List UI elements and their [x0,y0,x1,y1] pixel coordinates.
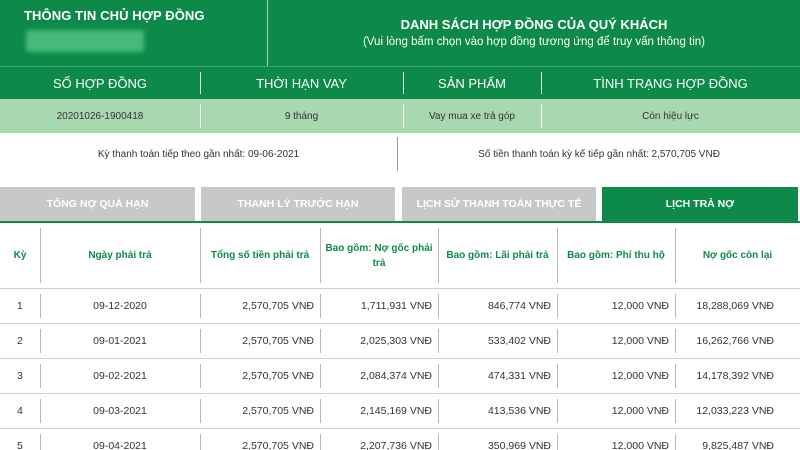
owner-info-panel: THÔNG TIN CHỦ HỢP ĐỒNG [0,0,268,66]
interest: 533,402 VNĐ [438,324,557,358]
header-total-due: Tổng số tiền phải trả [200,223,320,288]
next-due-date: Kỳ thanh toán tiếp theo gần nhất: 09-06-… [97,148,300,160]
remaining-principal: 14,178,392 VNĐ [675,359,800,393]
interest: 413,536 VNĐ [438,394,557,428]
header-due-date: Ngày phải trả [40,223,200,288]
principal: 2,207,736 VNĐ [320,429,438,450]
tab-bar: TỔNG NỢ QUÁ HẠN THANH LÝ TRƯỚC HẠN LỊCH … [0,187,800,222]
remaining-principal: 9,825,487 VNĐ [675,429,800,450]
header-principal: Bao gồm: Nợ gốc phải trả [320,223,438,288]
schedule-header-row: Kỳ Ngày phải trả Tổng số tiền phải trả B… [0,223,800,289]
contract-list-title: DANH SÁCH HỢP ĐỒNG CỦA QUÝ KHÁCH [400,17,668,32]
period: 3 [17,370,23,382]
collection-fee: 12,000 VNĐ [557,429,675,450]
interest: 350,969 VNĐ [438,429,557,450]
principal: 2,025,303 VNĐ [320,324,438,358]
interest: 474,331 VNĐ [438,359,557,393]
principal: 2,145,169 VNĐ [320,394,438,428]
col-product: SẢN PHẨM [403,67,541,99]
header-band: THÔNG TIN CHỦ HỢP ĐỒNG DANH SÁCH HỢP ĐỒN… [0,0,800,66]
table-row: 1 09-12-2020 2,570,705 VNĐ 1,711,931 VNĐ… [0,289,800,324]
contract-table-header: SỐ HỢP ĐỒNG THỜI HẠN VAY SẢN PHẨM TÌNH T… [0,66,800,99]
remaining-principal: 18,288,069 VNĐ [675,289,800,323]
payment-info: Kỳ thanh toán tiếp theo gần nhất: 09-06-… [0,137,800,171]
tab-repayment-schedule[interactable]: LỊCH TRẢ NỢ [602,187,798,221]
owner-name-redacted [26,30,144,52]
tab-underline [0,221,800,223]
product: Vay mua xe trả góp [403,99,541,133]
principal: 2,084,374 VNĐ [320,359,438,393]
table-row: 4 09-03-2021 2,570,705 VNĐ 2,145,169 VNĐ… [0,394,800,429]
header-collection-fee: Bao gồm: Phí thu hộ [557,223,675,288]
remaining-principal: 12,033,223 VNĐ [675,394,800,428]
contract-status: Còn hiệu lực [541,99,800,133]
contract-number[interactable]: 20201026-1900418 [56,110,144,122]
total-due: 2,570,705 VNĐ [200,429,320,450]
loan-term: 9 tháng [200,99,403,133]
total-due: 2,570,705 VNĐ [200,324,320,358]
col-loan-term: THỜI HẠN VAY [200,67,403,99]
table-row: 5 09-04-2021 2,570,705 VNĐ 2,207,736 VNĐ… [0,429,800,450]
interest: 846,774 VNĐ [438,289,557,323]
header-interest: Bao gồm: Lãi phải trả [438,223,557,288]
repayment-schedule-table: Kỳ Ngày phải trả Tổng số tiền phải trả B… [0,223,800,450]
total-due: 2,570,705 VNĐ [200,394,320,428]
collection-fee: 12,000 VNĐ [557,324,675,358]
due-date: 09-04-2021 [40,429,200,450]
period: 4 [17,405,23,417]
period: 2 [17,335,23,347]
header-remaining-principal: Nợ gốc còn lại [675,223,800,288]
principal: 1,711,931 VNĐ [320,289,438,323]
collection-fee: 12,000 VNĐ [557,359,675,393]
remaining-principal: 16,262,766 VNĐ [675,324,800,358]
due-date: 09-12-2020 [40,289,200,323]
owner-info-title: THÔNG TIN CHỦ HỢP ĐỒNG [24,8,205,23]
due-date: 09-03-2021 [40,394,200,428]
due-date: 09-01-2021 [40,324,200,358]
due-date: 09-02-2021 [40,359,200,393]
tab-payment-history[interactable]: LỊCH SỬ THANH TOÁN THỰC TẾ [402,187,596,221]
next-amount: Số tiền thanh toán kỳ kế tiếp gần nhất: … [397,137,800,171]
contract-row[interactable]: 20201026-1900418 9 tháng Vay mua xe trả … [0,99,800,133]
tab-overdue-debt[interactable]: TỔNG NỢ QUÁ HẠN [0,187,195,221]
contract-list-subtitle: (Vui lòng bấm chọn vào hợp đồng tương ứn… [362,36,706,48]
tab-early-settlement[interactable]: THANH LÝ TRƯỚC HẠN [201,187,395,221]
period: 5 [17,440,23,450]
period: 1 [17,300,23,312]
collection-fee: 12,000 VNĐ [557,289,675,323]
header-period: Kỳ [13,250,27,261]
total-due: 2,570,705 VNĐ [200,359,320,393]
total-due: 2,570,705 VNĐ [200,289,320,323]
col-contract-status: TÌNH TRẠNG HỢP ĐỒNG [541,67,800,99]
table-row: 3 09-02-2021 2,570,705 VNĐ 2,084,374 VNĐ… [0,359,800,394]
contract-list-panel: DANH SÁCH HỢP ĐỒNG CỦA QUÝ KHÁCH (Vui lò… [268,0,800,66]
col-contract-number: SỐ HỢP ĐỒNG [53,75,147,91]
collection-fee: 12,000 VNĐ [557,394,675,428]
table-row: 2 09-01-2021 2,570,705 VNĐ 2,025,303 VNĐ… [0,324,800,359]
